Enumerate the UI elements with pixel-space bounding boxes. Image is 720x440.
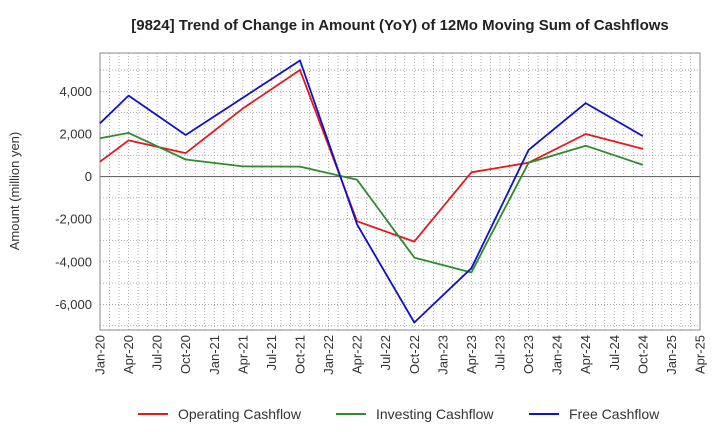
x-tick-label: Oct-23 <box>521 335 536 374</box>
y-tick-labels: -6,000 -4,000 -2,000 0 2,000 4,000 <box>55 84 92 312</box>
y-tick-label: 4,000 <box>59 84 92 99</box>
chart-title: [9824] Trend of Change in Amount (YoY) o… <box>131 17 669 34</box>
y-tick-label: -2,000 <box>55 212 92 227</box>
x-tick-label: Oct-24 <box>635 335 650 374</box>
legend-label: Free Cashflow <box>569 406 660 422</box>
x-tick-label: Apr-24 <box>578 335 593 374</box>
y-tick-label: -6,000 <box>55 297 92 312</box>
series-line <box>99 69 644 243</box>
x-tick-labels: Jan-20 Apr-20 Jul-20 Oct-20 Jan-21 Apr-21 Jul-… <box>93 335 708 375</box>
x-tick-label: Apr-22 <box>350 335 365 374</box>
legend: Operating Cashflow Investing Cashflow Free… <box>138 406 660 422</box>
x-tick-label: Oct-21 <box>293 335 308 374</box>
y-axis-label: Amount (million yen) <box>7 132 22 251</box>
x-tick-label: Oct-22 <box>407 335 422 374</box>
x-tick-label: Jan-22 <box>321 335 336 375</box>
legend-label: Investing Cashflow <box>376 406 494 422</box>
x-tick-label: Jul-24 <box>607 335 622 370</box>
x-tick-label: Jan-25 <box>664 335 679 375</box>
x-tick-label: Apr-25 <box>693 335 708 374</box>
legend-label: Operating Cashflow <box>178 406 302 422</box>
x-tick-label: Jan-20 <box>93 335 108 375</box>
x-tick-label: Jul-20 <box>150 335 165 370</box>
series-lines <box>99 59 644 324</box>
x-tick-label: Jan-23 <box>435 335 450 375</box>
y-tick-label: 0 <box>85 169 92 184</box>
x-tick-label: Jan-24 <box>550 335 565 375</box>
x-tick-label: Jul-21 <box>264 335 279 370</box>
series-line <box>99 131 644 274</box>
y-tick-label: 2,000 <box>59 126 92 141</box>
x-tick-label: Apr-21 <box>235 335 250 374</box>
x-tick-label: Jan-21 <box>207 335 222 375</box>
x-tick-label: Jul-22 <box>378 335 393 370</box>
grid <box>100 53 700 330</box>
x-tick-label: Jul-23 <box>493 335 508 370</box>
y-tick-label: -4,000 <box>55 254 92 269</box>
x-tick-label: Oct-20 <box>178 335 193 374</box>
plot-frame <box>99 52 701 331</box>
plot-area <box>100 53 700 330</box>
x-tick-label: Apr-20 <box>121 335 136 374</box>
x-tick-label: Apr-23 <box>464 335 479 374</box>
series-line <box>99 59 644 324</box>
